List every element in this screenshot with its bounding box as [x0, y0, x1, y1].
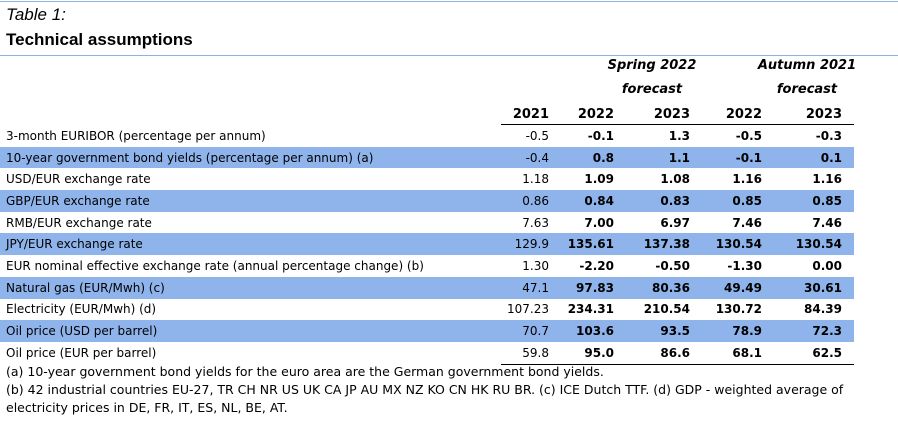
row-label: 10-year government bond yields (percenta… [0, 146, 501, 169]
footnotes: (a) 10-year government bond yields for t… [6, 363, 886, 417]
table-row: Electricity (EUR/Mwh) (d) 107.23 234.31 210… [0, 299, 854, 321]
header-label-cell [0, 104, 501, 125]
value-autumn-2022: 130.54 [702, 233, 780, 256]
table-label: Table 1: [6, 5, 66, 24]
value-spring-2023: 93.5 [628, 320, 702, 342]
value-autumn-2023: 0.1 [780, 146, 854, 169]
autumn-group-subheading: forecast [776, 82, 838, 97]
value-2021: -0.5 [525, 128, 549, 143]
value-2021: 1.30 [522, 258, 549, 273]
value-autumn-2022: -1.30 [727, 258, 762, 273]
value-autumn-2022: 68.1 [702, 341, 780, 365]
value-autumn-2023: 72.3 [780, 320, 854, 342]
value-spring-2023: 0.83 [628, 190, 702, 212]
col-header-spring-2023: 2023 [628, 104, 702, 125]
spring-group-heading: Spring 2022 [607, 58, 697, 73]
value-autumn-2022: 130.72 [715, 302, 762, 317]
value-spring-2022: -2.20 [579, 258, 614, 273]
value-spring-2023: 1.1 [628, 146, 702, 169]
value-autumn-2022: -0.1 [702, 146, 780, 169]
col-header-2021: 2021 [501, 104, 554, 125]
value-2021: -0.4 [501, 146, 554, 169]
top-rule [0, 1, 898, 2]
footnote-a: (a) 10-year government bond yields for t… [6, 364, 604, 379]
value-spring-2022: -0.1 [587, 128, 614, 143]
table-row: GBP/EUR exchange rate 0.86 0.84 0.83 0.85 0.8… [0, 190, 854, 212]
value-spring-2022: 97.83 [554, 276, 628, 299]
value-spring-2023: 86.6 [628, 341, 702, 365]
value-autumn-2023: 84.39 [804, 302, 842, 317]
spring-group-subheading: forecast [621, 82, 683, 97]
value-spring-2023: 1.08 [660, 172, 690, 187]
autumn-group-heading: Autumn 2021 [757, 58, 857, 73]
value-spring-2022: 234.31 [567, 302, 614, 317]
table-row: Oil price (EUR per barrel) 59.8 95.0 86.6 68… [0, 341, 854, 365]
value-2021: 70.7 [501, 320, 554, 342]
value-2021: 107.23 [507, 302, 549, 317]
value-2021: 0.86 [501, 190, 554, 212]
title-rule [0, 55, 898, 56]
value-2021: 7.63 [522, 215, 549, 230]
col-header-autumn-2022: 2022 [702, 104, 780, 125]
value-2021: 129.9 [501, 233, 554, 256]
row-label: USD/EUR exchange rate [6, 172, 151, 187]
table-row: EUR nominal effective exchange rate (ann… [0, 255, 854, 277]
value-spring-2023: -0.50 [655, 258, 690, 273]
table-row: Natural gas (EUR/Mwh) (c) 47.1 97.83 80.36 4… [0, 276, 854, 299]
value-autumn-2022: 78.9 [702, 320, 780, 342]
value-spring-2023: 137.38 [628, 233, 702, 256]
table-row: USD/EUR exchange rate 1.18 1.09 1.08 1.16 1.1… [0, 168, 854, 190]
table-row: JPY/EUR exchange rate 129.9 135.61 137.38 13… [0, 233, 854, 256]
value-autumn-2022: 7.46 [732, 215, 762, 230]
value-2021: 1.18 [522, 172, 549, 187]
table-row: 3-month EURIBOR (percentage per annum) -0… [0, 125, 854, 147]
row-label: Natural gas (EUR/Mwh) (c) [0, 276, 501, 299]
value-autumn-2022: 49.49 [702, 276, 780, 299]
value-autumn-2023: 130.54 [780, 233, 854, 256]
value-autumn-2023: 62.5 [780, 341, 854, 365]
table-row: Oil price (USD per barrel) 70.7 103.6 93.5 7… [0, 320, 854, 342]
value-spring-2023: 80.36 [628, 276, 702, 299]
value-spring-2022: 0.8 [554, 146, 628, 169]
row-label: JPY/EUR exchange rate [0, 233, 501, 256]
assumptions-table: 2021 2022 2023 2022 2023 3-month EURIBOR… [0, 104, 854, 365]
value-spring-2022: 95.0 [554, 341, 628, 365]
row-label: Oil price (USD per barrel) [0, 320, 501, 342]
table-row: RMB/EUR exchange rate 7.63 7.00 6.97 7.46 7.4… [0, 212, 854, 234]
footnote-d-continued: electricity prices in DE, FR, IT, ES, NL… [6, 400, 288, 415]
row-label: Oil price (EUR per barrel) [6, 345, 157, 360]
value-autumn-2022: 1.16 [732, 172, 762, 187]
col-header-autumn-2023: 2023 [780, 104, 854, 125]
row-label: GBP/EUR exchange rate [0, 190, 501, 212]
value-spring-2023: 6.97 [660, 215, 690, 230]
value-autumn-2023: -0.3 [815, 128, 842, 143]
table-title: Technical assumptions [6, 30, 193, 49]
value-autumn-2023: 30.61 [780, 276, 854, 299]
value-spring-2022: 103.6 [554, 320, 628, 342]
row-label: RMB/EUR exchange rate [6, 215, 152, 230]
header-row: 2021 2022 2023 2022 2023 [0, 104, 854, 125]
footnote-b-c-d: (b) 42 industrial countries EU-27, TR CH… [6, 382, 844, 397]
value-2021: 59.8 [501, 341, 554, 365]
value-spring-2023: 210.54 [643, 302, 690, 317]
value-2021: 47.1 [501, 276, 554, 299]
value-autumn-2023: 7.46 [812, 215, 842, 230]
col-header-spring-2022: 2022 [554, 104, 628, 125]
value-autumn-2023: 0.85 [780, 190, 854, 212]
value-autumn-2022: 0.85 [702, 190, 780, 212]
value-autumn-2023: 1.16 [812, 172, 842, 187]
value-spring-2022: 7.00 [584, 215, 614, 230]
row-label: Electricity (EUR/Mwh) (d) [6, 302, 157, 317]
row-label: 3-month EURIBOR (percentage per annum) [6, 128, 266, 143]
value-spring-2022: 0.84 [554, 190, 628, 212]
row-label: EUR nominal effective exchange rate (ann… [6, 258, 424, 273]
value-autumn-2022: -0.5 [735, 128, 762, 143]
value-spring-2022: 135.61 [554, 233, 628, 256]
table-row: 10-year government bond yields (percenta… [0, 146, 854, 169]
value-spring-2023: 1.3 [668, 128, 690, 143]
value-autumn-2023: 0.00 [812, 258, 842, 273]
value-spring-2022: 1.09 [584, 172, 614, 187]
